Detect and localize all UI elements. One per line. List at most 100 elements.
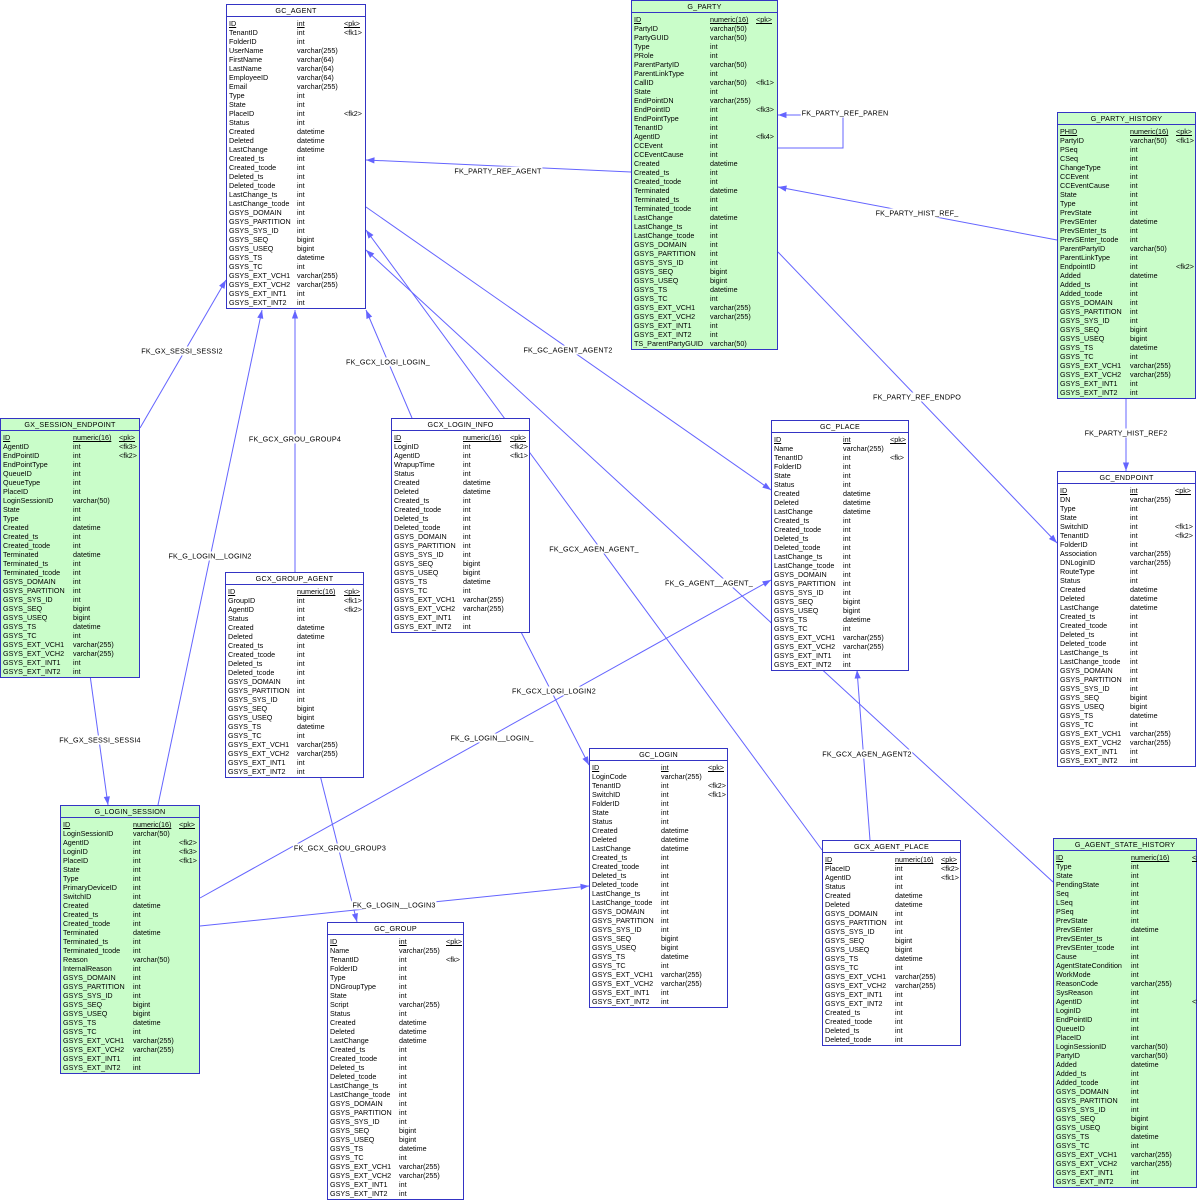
- relationship-label: FK_GCX_LOGI_LOGIN2: [511, 686, 597, 696]
- column-type: int: [661, 817, 669, 826]
- column-name: AgentID: [3, 442, 29, 451]
- column-row: Created_tcode int: [772, 525, 908, 534]
- column-name: GSYS_TS: [1060, 343, 1094, 352]
- column-type: varchar(255): [1131, 979, 1172, 988]
- column-row: Terminated datetime: [1, 550, 139, 559]
- relationship-line-fk-gcx-logi-login2[interactable]: [519, 629, 590, 766]
- column-name: GSYS_USEQ: [228, 713, 273, 722]
- column-row: LastChange datetime: [632, 213, 777, 222]
- column-row: GSYS_SYS_ID int: [227, 226, 365, 235]
- column-type: int: [1131, 1015, 1139, 1024]
- table-g-party[interactable]: G_PARTY ID numeric(16) <pk> PartyID varchar(5…: [631, 0, 778, 350]
- column-type: int: [895, 918, 903, 927]
- column-type: int: [1131, 1096, 1139, 1105]
- column-name: SwitchID: [1060, 522, 1089, 531]
- column-row: GSYS_TC int: [226, 731, 363, 740]
- column-row: GSYS_EXT_VCH2 varchar(255): [632, 312, 777, 321]
- column-type: int: [1131, 961, 1139, 970]
- table-gcx-agent-place[interactable]: GCX_AGENT_PLACE ID numeric(16) <pk> PlaceID i…: [822, 840, 961, 1046]
- relationship-line-fk-g-agent--agent-[interactable]: [365, 249, 1054, 883]
- column-name: GSYS_PARTITION: [228, 686, 290, 695]
- column-type: int: [710, 132, 718, 141]
- column-name: Deleted_ts: [228, 659, 263, 668]
- column-type: bigint: [661, 943, 679, 952]
- column-row: LoginID int <fk2>: [392, 442, 529, 451]
- column-row: ID numeric(16) <pk>: [61, 820, 199, 829]
- column-row: CCEvent int: [1058, 172, 1195, 181]
- column-type: int: [297, 650, 305, 659]
- column-type: int: [661, 988, 669, 997]
- table-gc-endpoint[interactable]: GC_ENDPOINT ID int <pk> DN varchar(255) Type in…: [1057, 471, 1196, 767]
- column-type: int: [399, 1153, 407, 1162]
- column-row: GSYS_EXT_INT1 int: [1058, 379, 1195, 388]
- column-type: bigint: [297, 704, 315, 713]
- column-name: Created: [774, 489, 800, 498]
- table-gc-login[interactable]: GC_LOGIN ID int <pk> LoginCode varchar(255) Te…: [589, 748, 728, 1008]
- column-name: Deleted: [394, 487, 419, 496]
- table-g-party-history[interactable]: G_PARTY_HISTORY PHID numeric(16) <pk> PartyI…: [1057, 112, 1196, 399]
- column-name: EndPointDN: [634, 96, 674, 105]
- column-type: int: [399, 955, 407, 964]
- column-row: GSYS_EXT_VCH2 varchar(255): [772, 642, 908, 651]
- column-row: GSYS_EXT_INT2 int: [61, 1063, 199, 1072]
- column-name: LastChange_ts: [1060, 648, 1109, 657]
- column-type: int: [1130, 388, 1138, 397]
- column-type: int: [1130, 253, 1138, 262]
- table-gc-group[interactable]: GC_GROUP ID int <pk> Name varchar(255) TenantI…: [327, 922, 464, 1200]
- column-name: TenantID: [229, 28, 258, 37]
- column-type: datetime: [843, 489, 871, 498]
- relationship-label: FK_GX_SESSI_SESSI2: [140, 346, 224, 356]
- column-row: GSYS_SYS_ID int: [632, 258, 777, 267]
- column-type: int: [1130, 289, 1138, 298]
- column-row: SwitchID int: [61, 892, 199, 901]
- column-row: Type int: [61, 874, 199, 883]
- table-g-login-session[interactable]: G_LOGIN_SESSION ID numeric(16) <pk> LoginSes…: [60, 805, 200, 1074]
- column-name: Created_ts: [1060, 612, 1096, 621]
- arrowhead-icon: [1122, 462, 1130, 471]
- column-row: GSYS_PARTITION int: [227, 217, 365, 226]
- column-name: GSYS_EXT_VCH2: [1060, 370, 1122, 379]
- relationship-line-fk-party-ref-paren[interactable]: [778, 114, 844, 149]
- column-type: varchar(255): [710, 96, 751, 105]
- relationship-line-fk-party-ref-agent[interactable]: [365, 159, 632, 173]
- column-type: varchar(255): [463, 595, 504, 604]
- column-type: int: [73, 559, 81, 568]
- column-name: GSYS_EXT_INT2: [774, 660, 832, 669]
- column-name: GSYS_SYS_ID: [825, 927, 875, 936]
- column-name: Created_tcode: [228, 650, 276, 659]
- table-g-agent-state-history[interactable]: G_AGENT_STATE_HISTORYIDnumeric(16)<pk>Ty…: [1053, 838, 1197, 1188]
- relationship-line-fk-gcx-agen-agent-[interactable]: [365, 229, 823, 851]
- column-row: Terminated datetime: [632, 186, 777, 195]
- column-row: GSYS_EXT_VCH2 varchar(255): [392, 604, 529, 613]
- column-row: GSYS_TS datetime: [1058, 711, 1195, 720]
- column-row: GSYS_TS datetime: [772, 615, 908, 624]
- arrowhead-icon: [351, 913, 358, 922]
- column-type: int: [1131, 1087, 1139, 1096]
- table-gx-session-endpoint[interactable]: GX_SESSION_ENDPOINT ID numeric(16) <pk> Agen…: [0, 418, 140, 678]
- table-gcx-group-agent[interactable]: GCX_GROUP_AGENT ID numeric(16) <pk> GroupID i…: [225, 572, 364, 778]
- column-type: datetime: [710, 186, 738, 195]
- column-type: int: [1130, 504, 1138, 513]
- column-name: Deleted_ts: [394, 514, 429, 523]
- column-name: GSYS_SYS_ID: [330, 1117, 380, 1126]
- table-gcx-login-info[interactable]: GCX_LOGIN_INFO ID numeric(16) <pk> LoginID in…: [391, 418, 530, 633]
- column-name: Created: [228, 623, 254, 632]
- column-type: int: [297, 118, 305, 127]
- column-type: varchar(64): [297, 64, 334, 73]
- column-row: TenantID int <fk>: [328, 955, 463, 964]
- column-row: GSYS_EXT_VCH1 varchar(255): [1054, 1150, 1196, 1159]
- column-row: GSYS_PARTITION int: [1, 586, 139, 595]
- column-name: CallID: [634, 78, 654, 87]
- column-row: PartyGUID varchar(50): [632, 33, 777, 42]
- column-name: GSYS_EXT_INT1: [774, 651, 832, 660]
- column-name: Added: [1056, 1060, 1077, 1069]
- column-name: GSYS_SEQ: [63, 1000, 103, 1009]
- table-gc-agent[interactable]: GC_AGENT ID int <pk> TenantID int <fk1> FolderI…: [226, 4, 366, 309]
- column-type: int: [297, 28, 305, 37]
- column-row: Created datetime: [227, 127, 365, 136]
- column-key: <fk1>: [344, 28, 362, 37]
- column-row: PlaceID int <fk2>: [823, 864, 960, 873]
- column-key: <fk1>: [756, 78, 774, 87]
- column-type: int: [399, 1117, 407, 1126]
- table-gc-place[interactable]: GC_PLACE ID int <pk> Name varchar(255) TenantI…: [771, 420, 909, 671]
